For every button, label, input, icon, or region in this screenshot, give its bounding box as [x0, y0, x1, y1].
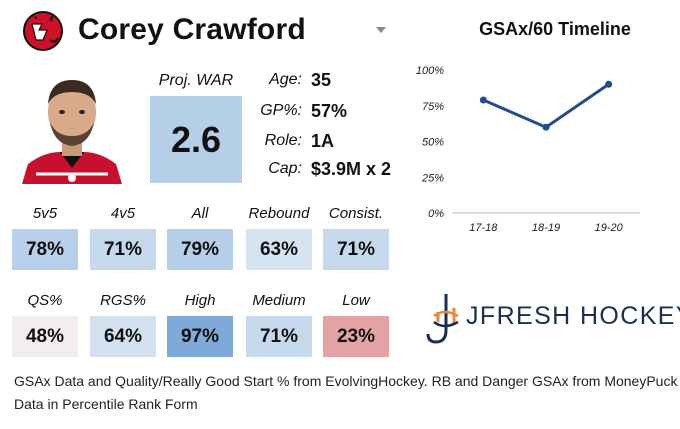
stat-value-rebound: 63% [246, 229, 312, 270]
gp-value: 57% [311, 101, 348, 121]
stat-value-rgs: 64% [90, 316, 156, 357]
stat-value-consist: 71% [323, 229, 389, 270]
role-label: Role: [264, 132, 302, 149]
cap-label: Cap: [268, 160, 302, 177]
jfresh-logo-icon [426, 294, 459, 344]
proj-war-label: Proj. WAR [158, 72, 234, 89]
role-value: 1A [311, 131, 335, 151]
player-name: Corey Crawford [78, 13, 306, 46]
gsax-timeline-chart: 0% 25% 50% 75% 100% 17-18 18-19 19-20 [416, 65, 640, 234]
stat-value-high: 97% [167, 316, 233, 357]
stat-value-low: 23% [323, 316, 389, 357]
y-tick-label: 25% [421, 172, 444, 184]
stat-label-medium: Medium [252, 292, 306, 309]
stat-label-4v5: 4v5 [110, 205, 136, 222]
stat-value-qs: 48% [12, 316, 78, 357]
gp-label: GP%: [260, 102, 302, 119]
stat-label-rgs: RGS% [100, 292, 146, 309]
y-tick-label: 75% [422, 101, 444, 113]
jfresh-hockey-wordmark: JFRESH HOCKEY [466, 302, 680, 330]
age-value: 35 [311, 70, 332, 90]
age-label: Age: [269, 71, 302, 88]
player-headshot [14, 68, 130, 184]
y-tick-label: 0% [428, 208, 444, 220]
stat-label-rebound: Rebound [248, 205, 310, 222]
proj-war-value: 2.6 [150, 96, 242, 183]
y-tick-label: 100% [416, 65, 444, 77]
stat-label-consist: Consist. [328, 205, 384, 222]
x-tick-label: 17-18 [469, 222, 498, 234]
cap-value: $3.9M x 2 [311, 159, 392, 179]
data-point [479, 96, 487, 104]
gsax-series-line [482, 83, 610, 129]
stat-label-qs: QS% [27, 292, 63, 309]
chart-title: GSAx/60 Timeline [479, 19, 631, 39]
player-dropdown-icon[interactable] [376, 27, 386, 33]
stat-value-all: 79% [167, 229, 233, 270]
stat-value-medium: 71% [246, 316, 312, 357]
stat-label-low: Low [342, 292, 370, 309]
devils-logo-icon [23, 11, 63, 51]
x-tick-label: 19-20 [595, 222, 624, 234]
stat-value-4v5: 71% [90, 229, 156, 270]
footer-source-line1: GSAx Data and Quality/Really Good Start … [14, 373, 678, 389]
footer-source-line2: Data in Percentile Rank Form [14, 396, 198, 412]
y-tick-label: 50% [422, 137, 444, 149]
data-point [605, 80, 613, 88]
stat-value-5v5: 78% [12, 229, 78, 270]
x-tick-label: 18-19 [532, 222, 560, 234]
stat-label-high: High [184, 292, 216, 309]
stat-label-all: All [191, 205, 209, 222]
data-point [542, 123, 550, 131]
stat-label-5v5: 5v5 [32, 205, 58, 222]
